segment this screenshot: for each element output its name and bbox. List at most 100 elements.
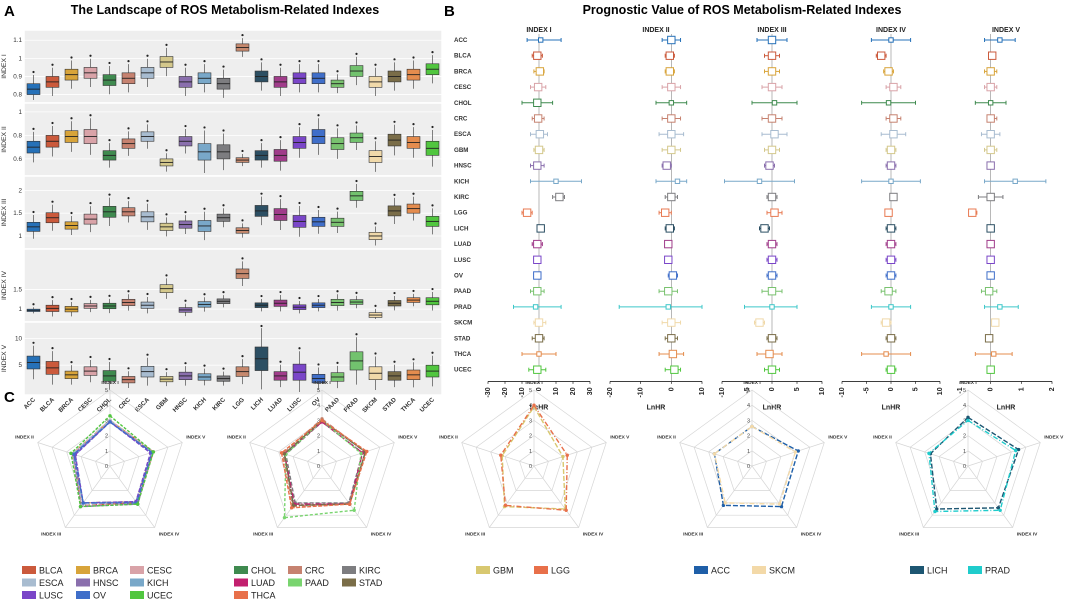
outlier-point [374,63,377,66]
legend-label: HNSC [93,578,119,588]
hr-point [533,239,542,249]
x-category-label: KICH [192,396,208,412]
radar-axis-label: INDEX II [15,434,34,440]
radar-tick-label: 3 [317,418,320,424]
x-category-label: LICH [250,396,266,412]
radar-grid-ring [722,435,782,491]
hr-point [665,224,674,233]
hr-point [755,318,764,327]
hr-point [991,318,1000,327]
radar-point [1016,447,1021,452]
outlier-point [412,123,415,126]
forest-title: INDEX III [757,27,786,34]
hr-point [988,51,997,60]
forest-tick-label: -10 [519,387,526,397]
outlier-point [203,126,206,129]
panel-b-forest-plots: ACC BLCA BRCA CESC CHOL CRC ESCA GBM HNSC KICH KIR… [454,27,1056,411]
forest-tick-label: 5 [794,387,801,391]
outlier-point [32,127,35,130]
y-tick-label: 1.1 [13,37,22,44]
radar-grid-ring [679,389,825,528]
radar-grid-ring [490,419,578,504]
hr-point [664,239,673,249]
legend-swatch [22,566,36,574]
outlier-point [89,114,92,117]
legend-label: STAD [359,578,383,588]
panel-b-title: Prognostic Value of ROS Metabolism-Relat… [583,3,902,17]
outlier-point [374,352,377,355]
outlier-point [70,360,73,364]
radar-tick-label: 4 [317,403,320,409]
radar-axis-label: INDEX IV [801,532,822,538]
radar-grid-ring [263,404,381,516]
row-strip [23,29,443,104]
x-category-label: ESCA [134,396,151,413]
radar-tick-label: 2 [747,434,750,440]
radar-axis-label: INDEX III [683,532,704,538]
outlier-point [222,65,225,68]
outlier-point [222,291,225,294]
radar-grid-ring [924,419,1012,504]
radar-grid-ring [475,404,593,516]
radar-point [282,452,287,456]
x-category-label: CESC [77,396,94,413]
y-tick-label: 10 [15,335,23,342]
outlier-point [241,354,244,358]
radar-point [564,508,568,512]
radar-tick-label: 2 [317,434,320,440]
legend-label: SKCM [769,566,795,576]
radar-axis-label: INDEX I [525,380,543,386]
hr-point [534,145,544,155]
radar-tick-label: 5 [317,388,320,394]
y-tick-label: 2 [18,187,22,194]
radar-grid-ring [292,435,352,491]
hr-point [767,51,777,60]
row-label: INDEX IV [1,270,8,300]
outlier-point [336,207,339,210]
radar-tick-label: 0 [317,464,320,470]
radar-point [282,515,287,520]
outlier-point [89,355,92,359]
radar-series-line [73,421,153,504]
y-tick-label: 0.9 [13,73,22,80]
radar-point [966,415,970,420]
hr-point [535,67,545,76]
radar-grid-ring [938,435,998,491]
hr-point [767,35,777,45]
x-category-label: CRC [117,396,132,411]
outlier-point [317,363,320,366]
y-tick-label: 1 [18,109,22,116]
legend-swatch [76,578,90,587]
outlier-point [146,353,149,356]
radar-spoke [489,465,535,528]
hr-point [668,100,675,106]
forest-row-label: PRAD [454,304,472,311]
radar-axis-label: INDEX II [227,434,246,440]
outlier-point [203,364,206,367]
forest-tick-label: -20 [502,387,509,397]
x-category-label: SKCM [361,396,379,414]
radar-tick-label: 2 [529,434,532,440]
hr-point [884,208,893,217]
outlier-point [317,294,320,298]
hr-point [533,114,543,123]
radar-point [712,452,717,456]
hr-point [765,161,774,170]
legend-swatch [288,578,302,587]
outlier-point [431,50,434,54]
forest-tick-label: 20 [570,387,577,395]
outlier-point [298,123,301,126]
outlier-point [108,357,111,361]
hr-point [665,51,674,60]
forest-x-label: LnHR [997,404,1016,411]
forest-x-label: LnHR [882,404,901,411]
hr-point [886,145,896,155]
hr-point [553,178,559,185]
hr-point [767,334,777,343]
hr-point [883,351,889,357]
legend-swatch [342,578,356,587]
legend-swatch [288,566,302,574]
row-label: INDEX V [1,344,8,372]
outlier-point [393,120,396,123]
hr-point [667,130,676,139]
